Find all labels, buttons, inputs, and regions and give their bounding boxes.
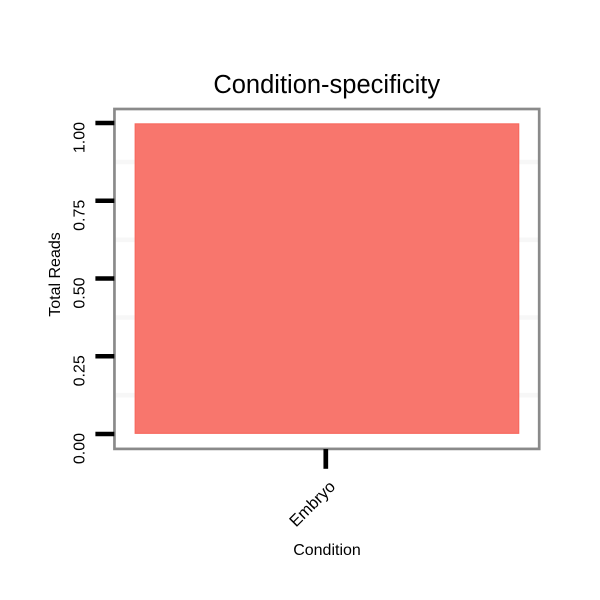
- svg-text:0.75: 0.75: [72, 200, 89, 231]
- svg-text:1.00: 1.00: [72, 122, 89, 153]
- svg-text:Condition-specificity: Condition-specificity: [213, 71, 440, 99]
- svg-text:0.50: 0.50: [72, 277, 89, 308]
- svg-text:0.25: 0.25: [72, 355, 89, 386]
- svg-text:Condition: Condition: [293, 542, 361, 559]
- svg-text:0.00: 0.00: [72, 433, 89, 464]
- svg-text:Total Reads: Total Reads: [47, 232, 64, 317]
